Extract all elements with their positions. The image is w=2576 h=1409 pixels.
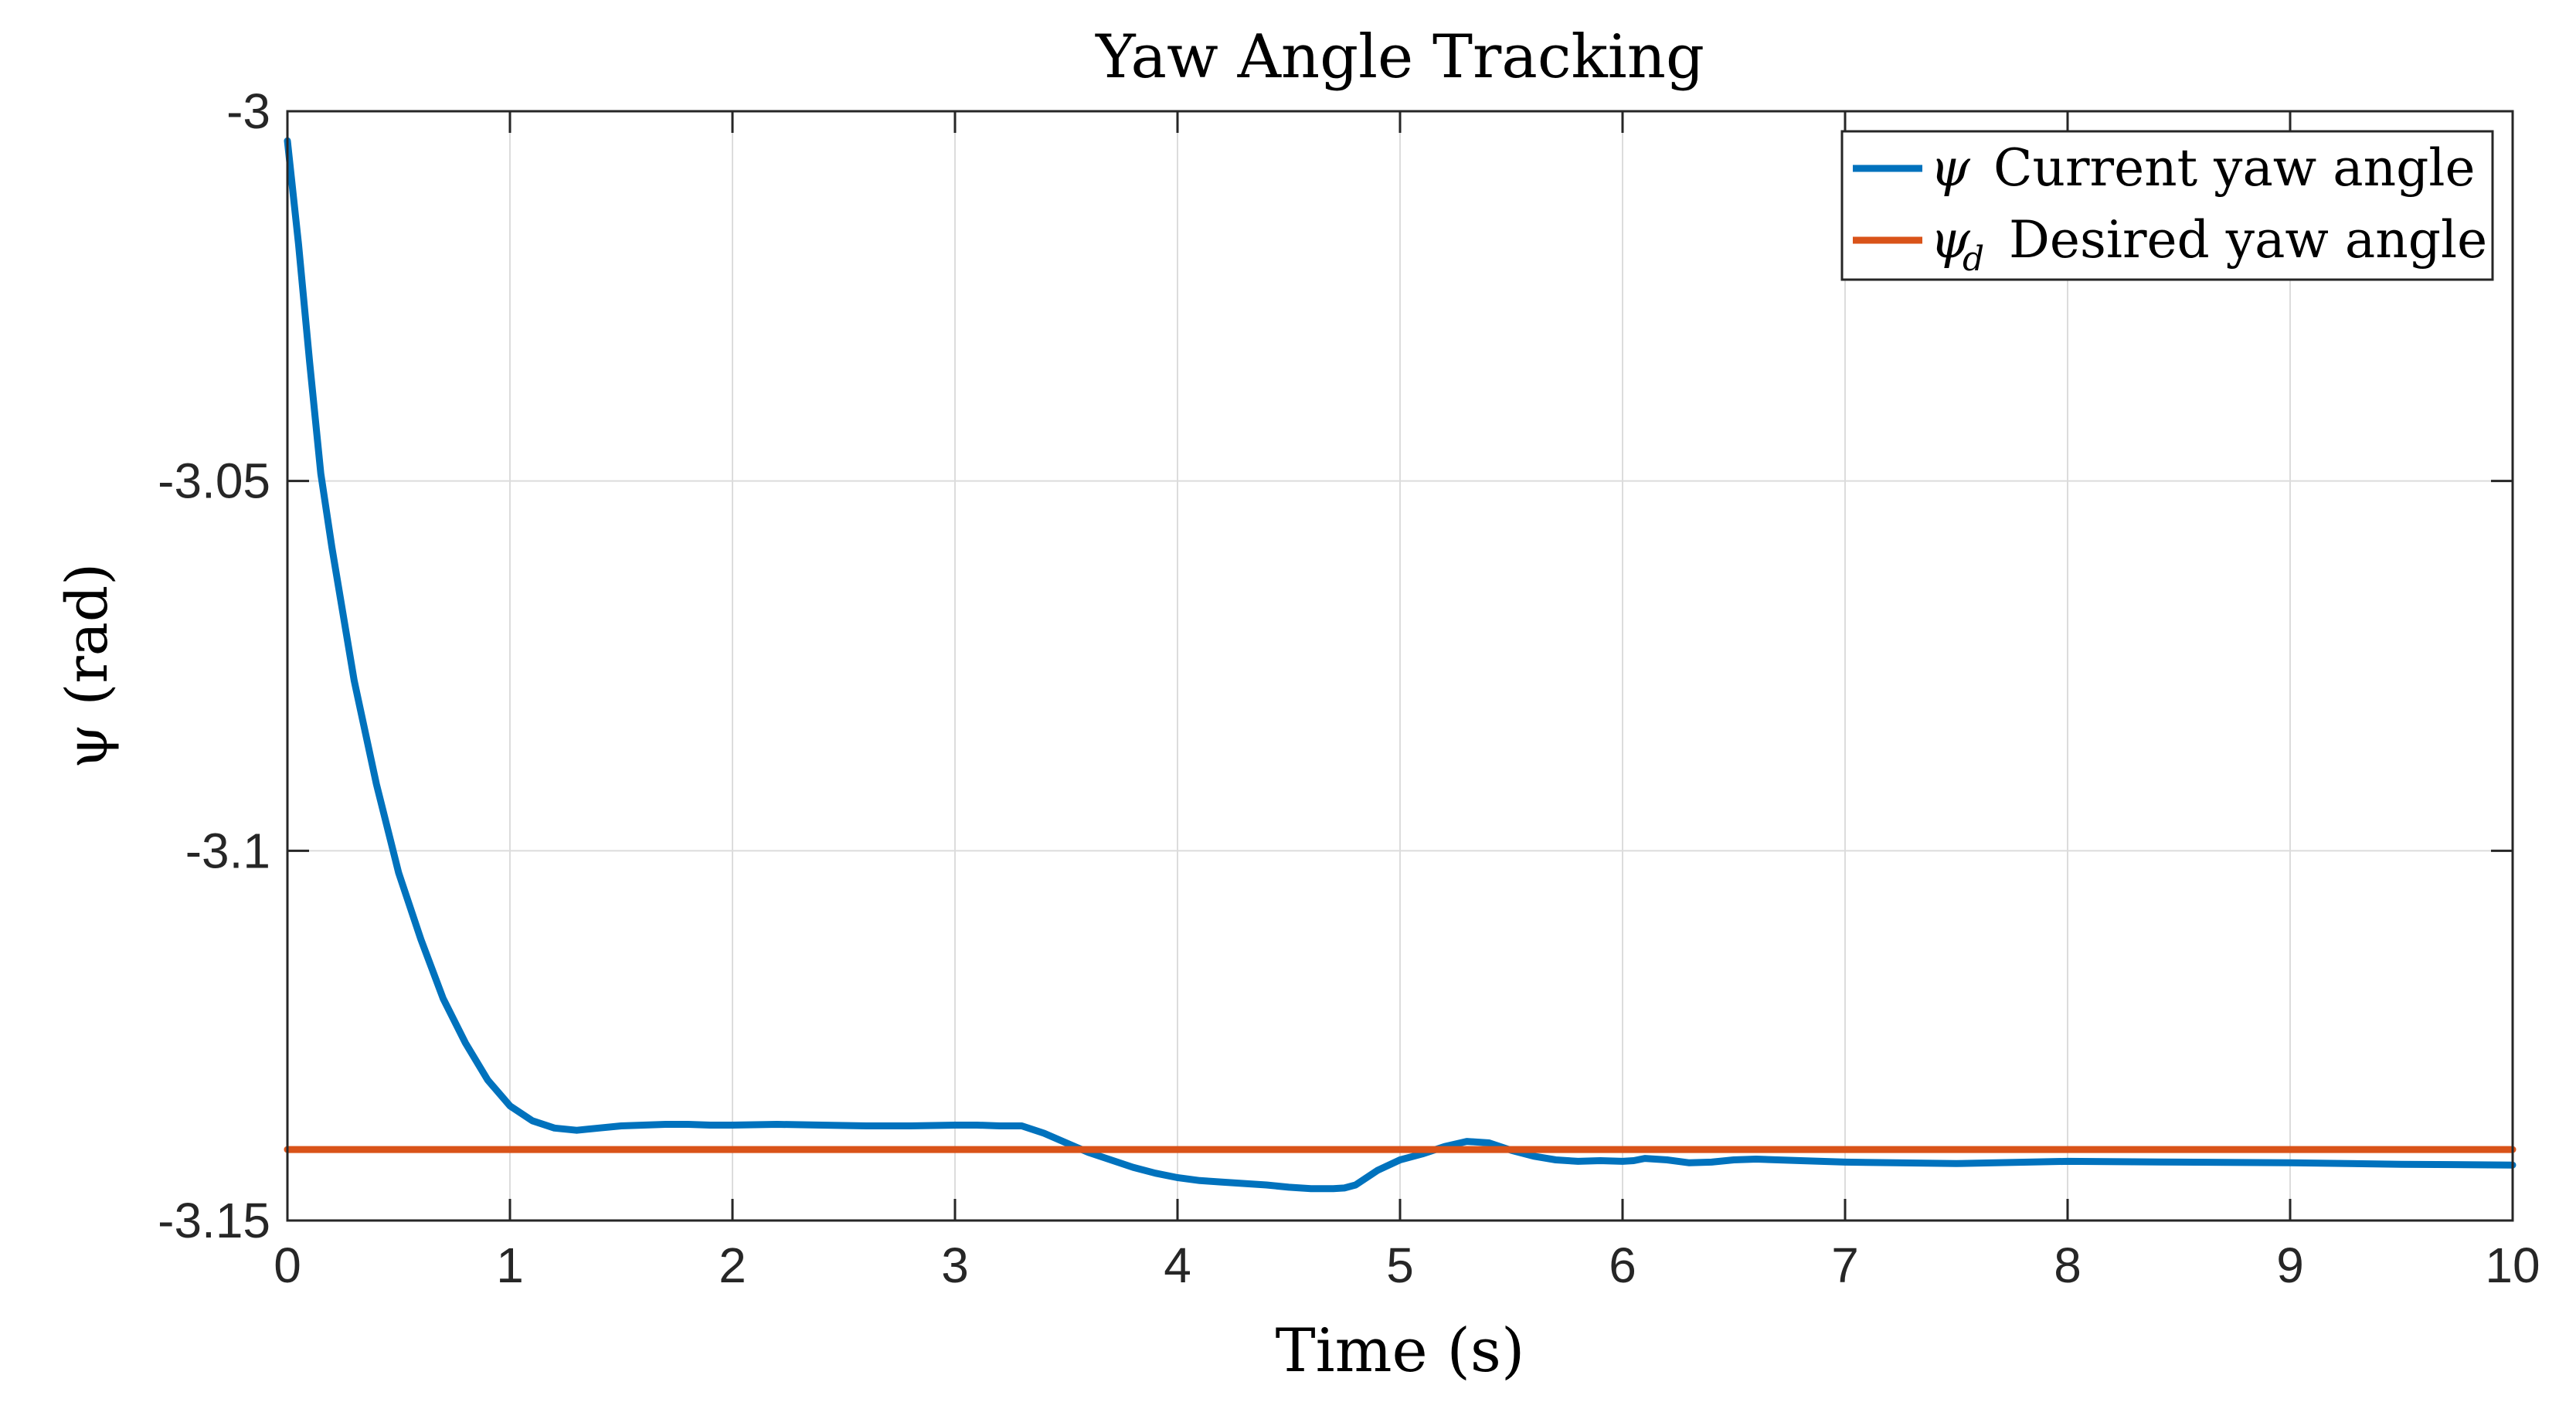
x-tick-label: 10 <box>2485 1238 2540 1293</box>
x-tick-label: 8 <box>2054 1238 2082 1293</box>
legend-subscript-desired-yaw: d <box>1963 239 1984 279</box>
y-axis-label: ψ (rad) <box>54 563 121 769</box>
x-tick-label: 5 <box>1386 1238 1414 1293</box>
y-tick-label: -3.05 <box>158 453 270 509</box>
legend-symbol-current-yaw: ψ <box>1930 138 1971 198</box>
axis-ticks: 0 1 2 3 4 5 6 7 8 9 10 -3 -3.05 -3.1 -3.15 <box>158 83 2540 1293</box>
x-tick-label: 0 <box>274 1238 301 1293</box>
grid-lines <box>287 111 2513 1221</box>
y-tick-label: -3 <box>226 83 270 139</box>
x-tick-label: 2 <box>719 1238 746 1293</box>
x-tick-label: 7 <box>1831 1238 1859 1293</box>
series-line-current-yaw <box>284 137 2517 1193</box>
x-tick-label: 6 <box>1609 1238 1636 1293</box>
chart-title: Yaw Angle Tracking <box>1095 22 1704 92</box>
x-tick-label: 3 <box>941 1238 969 1293</box>
series-lines <box>284 137 2517 1193</box>
legend-box <box>1840 130 2494 281</box>
y-tick-label: -3.1 <box>185 823 270 878</box>
y-tick-label: -3.15 <box>158 1193 270 1248</box>
x-tick-label: 4 <box>1164 1238 1191 1293</box>
legend-symbol-desired-yaw: ψ <box>1930 210 1971 270</box>
legend-label-current-yaw: Current yaw angle <box>1993 138 2476 198</box>
x-tick-label: 1 <box>496 1238 524 1293</box>
x-axis-label: Time (s) <box>1276 1316 1525 1386</box>
legend: ψ Current yaw angle ψ d Desired yaw angl… <box>1840 130 2494 281</box>
legend-label-desired-yaw: Desired yaw angle <box>2009 210 2487 270</box>
x-tick-label: 9 <box>2276 1238 2304 1293</box>
